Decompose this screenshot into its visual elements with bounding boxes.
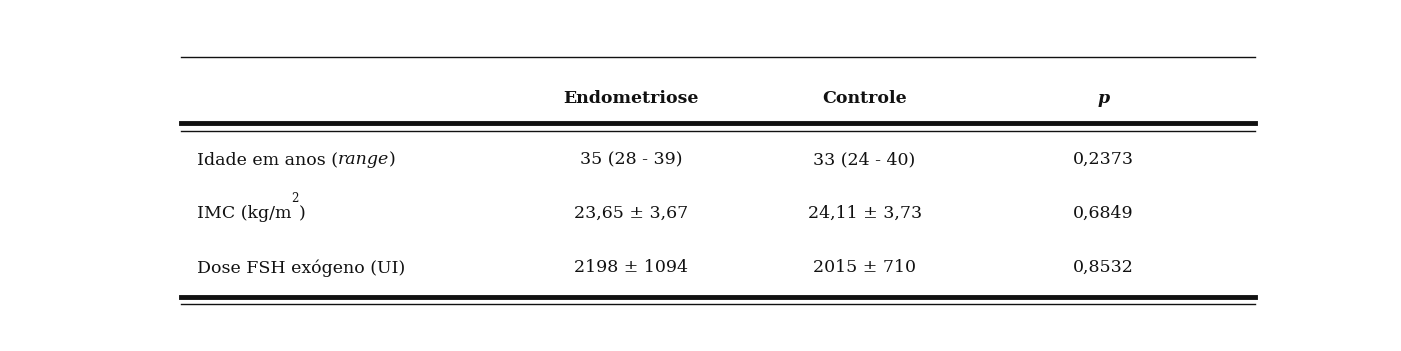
Text: Dose FSH exógeno (UI): Dose FSH exógeno (UI) [196, 259, 405, 277]
Text: 33 (24 - 40): 33 (24 - 40) [814, 151, 916, 168]
Text: 23,65 ± 3,67: 23,65 ± 3,67 [574, 205, 688, 222]
Text: ): ) [298, 205, 305, 222]
Text: Controle: Controle [822, 90, 906, 107]
Text: Idade em anos (: Idade em anos ( [196, 151, 338, 168]
Text: 2015 ± 710: 2015 ± 710 [813, 259, 916, 276]
Text: range: range [338, 151, 389, 168]
Text: 2198 ± 1094: 2198 ± 1094 [574, 259, 688, 276]
Text: IMC (kg/m: IMC (kg/m [196, 205, 291, 222]
Text: 0,2373: 0,2373 [1073, 151, 1133, 168]
Text: 24,11 ± 3,73: 24,11 ± 3,73 [807, 205, 922, 222]
Text: 0,6849: 0,6849 [1073, 205, 1133, 222]
Text: ): ) [389, 151, 396, 168]
Text: Endometriose: Endometriose [563, 90, 699, 107]
Text: p: p [1097, 90, 1110, 107]
Text: 35 (28 - 39): 35 (28 - 39) [580, 151, 682, 168]
Text: 0,8532: 0,8532 [1073, 259, 1133, 276]
Text: 2: 2 [291, 192, 298, 205]
